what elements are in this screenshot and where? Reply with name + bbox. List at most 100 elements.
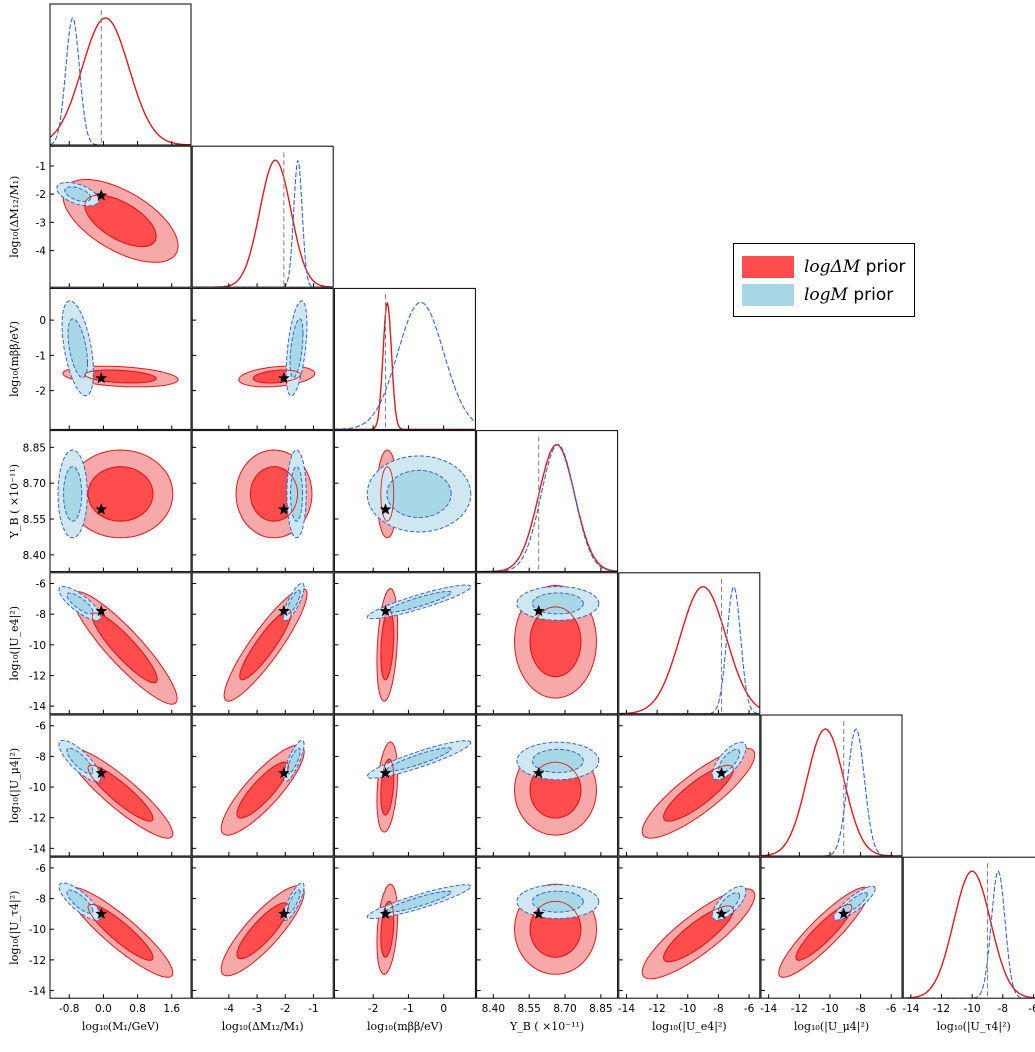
panel-2-1: [191, 287, 334, 430]
x-tick-label: -8: [998, 1003, 1008, 1015]
truth-star: [278, 907, 290, 919]
y-axis-label-6: log₁₀(|U_τ4|²): [8, 891, 22, 965]
x-axis-label-6: log₁₀(|U_τ4|²): [937, 1020, 1011, 1034]
panel-frame: [49, 3, 192, 146]
panel-frame: [760, 856, 903, 999]
panel-frame: [333, 856, 476, 999]
truth-star: [278, 503, 290, 515]
panel-frame: [191, 430, 334, 573]
x-tick-label: 8.70: [553, 1003, 576, 1015]
truth-star: [379, 503, 392, 515]
truth-star: [379, 767, 392, 779]
legend-swatch-red: [742, 256, 794, 278]
contour-blue-68: [63, 466, 83, 522]
marginal-red-0: [50, 17, 191, 145]
truth-star: [278, 767, 290, 779]
x-tick-label: -1: [308, 1003, 318, 1015]
truth-star: [532, 767, 545, 779]
panel-frame: [191, 145, 334, 288]
x-tick-label: 1.6: [163, 1003, 180, 1015]
contour-blue-68: [286, 589, 301, 615]
x-tick-label: -10: [964, 1003, 981, 1015]
contour-red-68-outline: [84, 194, 157, 248]
x-tick-label: -0.8: [59, 1003, 80, 1015]
panel-frame: [191, 572, 334, 715]
truth-star: [95, 503, 108, 515]
panel-frame: [618, 714, 761, 857]
x-tick-label: -14: [760, 1003, 777, 1015]
x-tick-label: 8.85: [589, 1003, 612, 1015]
y-tick-label: 8.40: [23, 550, 46, 562]
contour-blue-68: [531, 592, 584, 615]
panel-frame: [476, 856, 619, 999]
panel-frame: [49, 856, 192, 999]
y-tick-label: -10: [29, 640, 46, 652]
panel-frame: [760, 714, 903, 857]
truth-star: [837, 907, 850, 919]
x-tick-label: -4: [224, 1003, 235, 1015]
contour-red-68-outline: [529, 900, 582, 958]
contour-blue-68: [386, 890, 452, 913]
x-tick-label: -12: [791, 1003, 808, 1015]
truth-star: [95, 767, 108, 779]
y-tick-label: -2: [36, 189, 46, 201]
contour-red-68-outline: [529, 606, 582, 678]
y-tick-label: -8: [36, 751, 46, 763]
y-tick-label: 8.70: [23, 478, 46, 490]
truth-star: [532, 604, 545, 617]
contour-red-68-outline: [236, 761, 289, 819]
x-tick-label: -2: [280, 1003, 290, 1015]
marginal-red-5: [761, 728, 902, 856]
x-axis-label-2: log₁₀(mββ/eV): [367, 1020, 443, 1033]
contour-red-68-outline: [249, 466, 299, 522]
panel-frame: [49, 287, 192, 430]
panel-6-6: -14 -12 -10 -8 -6: [902, 856, 1035, 1015]
x-tick-label: 8.55: [517, 1003, 540, 1015]
marginal-blue-0: [50, 17, 191, 145]
contour-red-68-outline: [663, 905, 734, 963]
panel-3-2: [333, 430, 476, 573]
contour-blue-68: [289, 466, 303, 522]
contour-blue-68: [386, 747, 452, 772]
y-tick-label: -12: [29, 670, 46, 682]
panel-4-2: [333, 572, 476, 715]
marginal-red-3: [476, 443, 618, 572]
marginal-blue-2: [334, 301, 476, 430]
y-tick-label: -8: [36, 894, 46, 906]
truth-star: [95, 907, 108, 919]
panel-frame: [618, 572, 761, 715]
panel-frame: [49, 145, 192, 288]
contour-red-68-outline: [380, 900, 395, 958]
panel-frame: [191, 856, 334, 999]
y-tick-label: -1: [36, 161, 46, 173]
legend-swatch-blue: [742, 284, 794, 306]
panel-2-0: -2 -1 0: [36, 287, 192, 430]
y-tick-label: -14: [29, 843, 46, 855]
y-tick-label: -14: [29, 701, 46, 713]
y-axis-label-3: Y_B ( ×10⁻¹¹): [8, 464, 21, 539]
panel-frame: [902, 856, 1035, 999]
contour-blue-68: [531, 748, 584, 774]
contour-blue-68: [289, 318, 304, 379]
marginal-red-1: [192, 159, 334, 288]
panel-6-3: 8.40 8.55 8.70 8.85: [476, 856, 619, 1015]
panel-4-0: -14 -12 -10 -8 -6: [29, 572, 192, 715]
marginal-blue-1: [192, 160, 334, 288]
panel-frame: [191, 714, 334, 857]
truth-star: [379, 907, 392, 919]
contour-blue-68: [66, 889, 94, 914]
truth-star: [95, 189, 108, 201]
panel-6-2: -2 -1 0: [333, 856, 476, 1015]
contour-red-68-outline: [87, 764, 154, 822]
y-axis-label-5: log₁₀(|U_μ4|²): [8, 748, 22, 823]
x-tick-label: 0.0: [95, 1003, 112, 1015]
panel-5-0: -14 -12 -10 -8 -6: [29, 714, 192, 857]
y-tick-label: -2: [36, 386, 46, 398]
contour-red-68-outline: [252, 369, 301, 384]
panel-frame: [333, 287, 476, 430]
panel-6-4: -14 -12 -10 -8 -6: [618, 856, 761, 1015]
contour-red-68-outline: [87, 466, 154, 522]
truth-star: [379, 604, 392, 617]
x-tick-label: -10: [821, 1003, 838, 1015]
